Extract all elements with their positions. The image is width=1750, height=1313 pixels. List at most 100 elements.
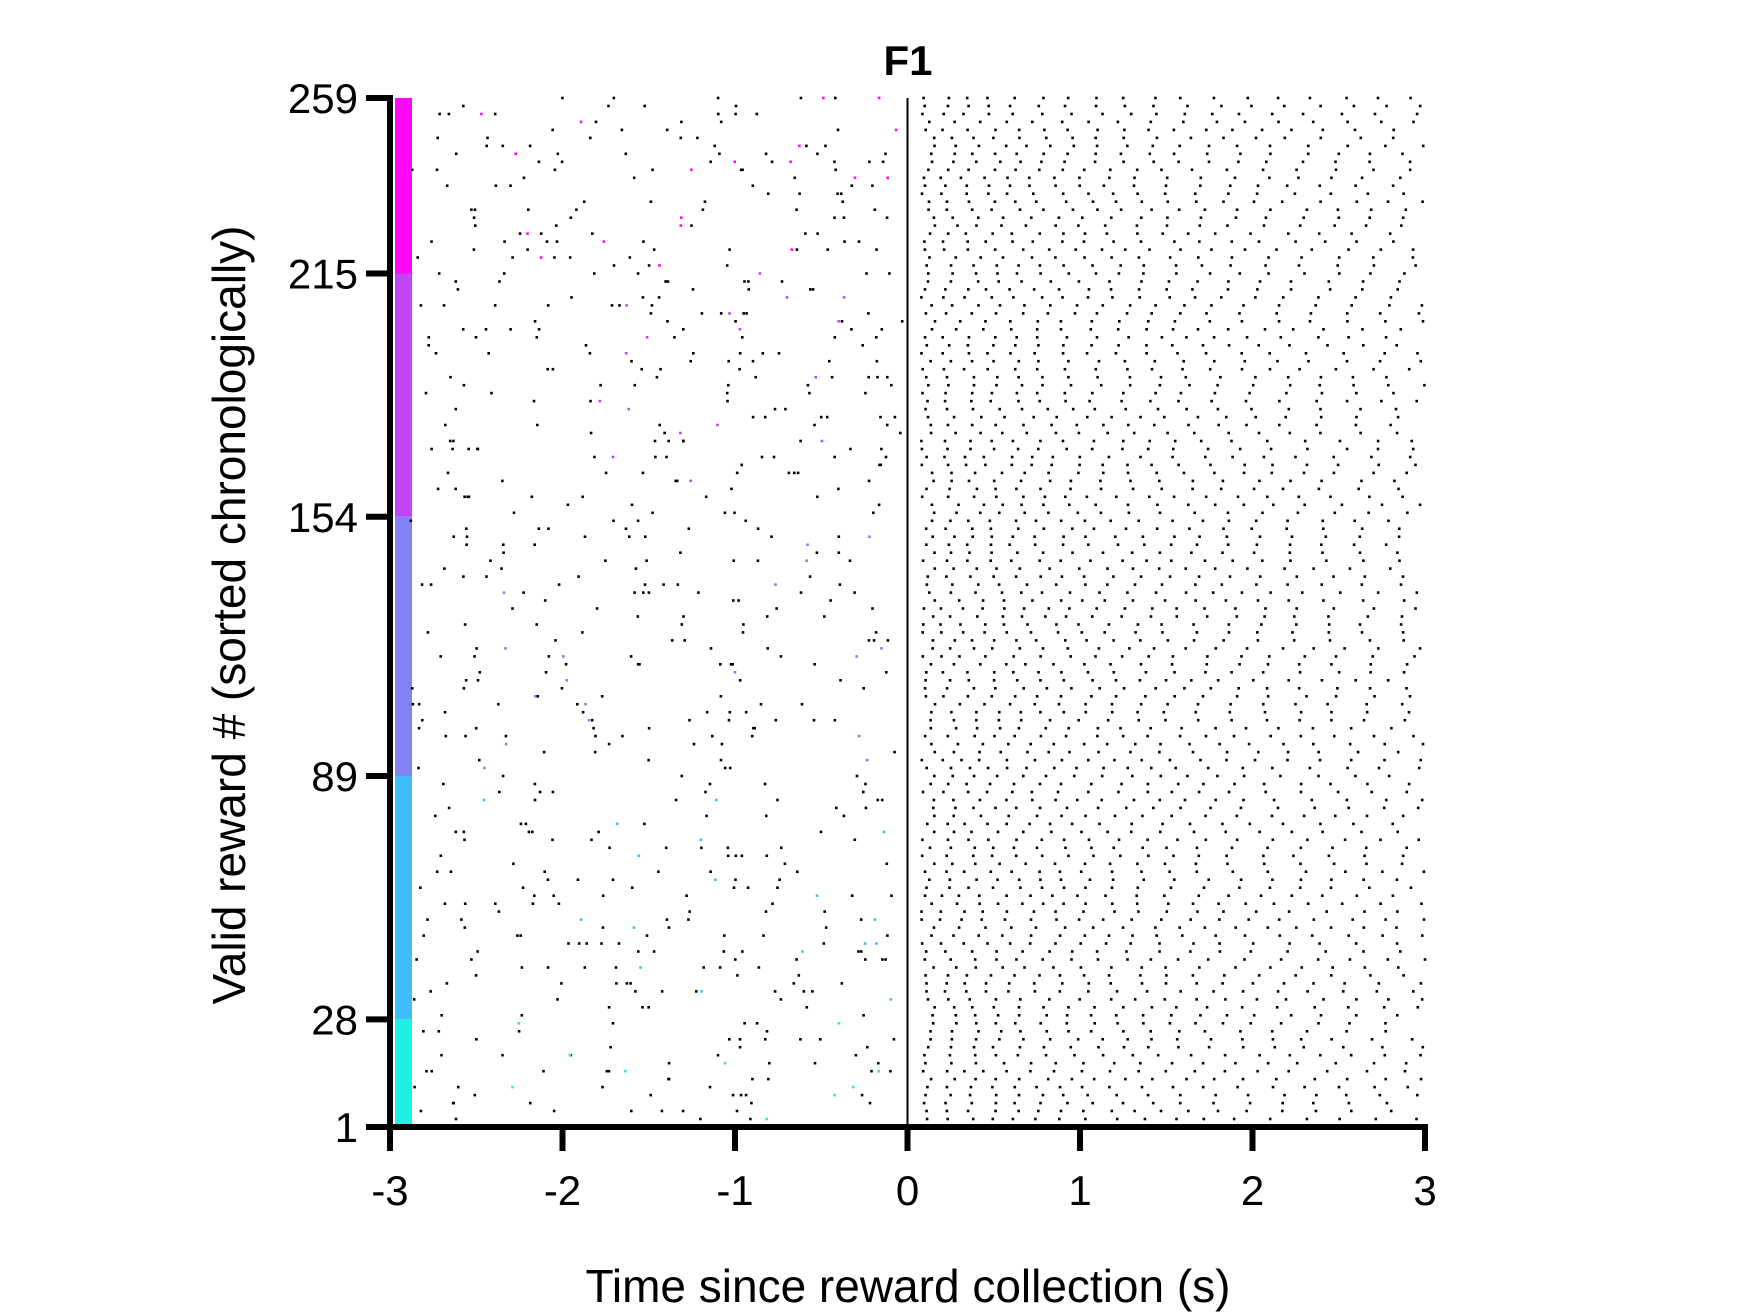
spike-dot	[1039, 655, 1042, 658]
spike-dot	[1068, 750, 1071, 754]
spike-dot	[873, 208, 877, 211]
spike-dot	[992, 1006, 996, 1009]
spike-dot	[999, 750, 1002, 754]
spike-dot	[1305, 1030, 1309, 1033]
spike-dot	[1332, 862, 1336, 866]
spike-dot	[1069, 1045, 1073, 1049]
spike-dot	[1076, 1038, 1080, 1041]
spike-dot	[1418, 104, 1422, 108]
spike-dot	[1126, 463, 1129, 467]
spike-dot	[1288, 942, 1291, 945]
spike-dot	[950, 136, 954, 140]
spike-dot	[1363, 854, 1366, 858]
spike-dot	[1131, 1053, 1135, 1057]
spike-dot	[1142, 272, 1145, 275]
spike-dot	[1171, 1085, 1175, 1089]
spike-dot	[1254, 375, 1257, 379]
spike-dot	[1176, 838, 1179, 842]
spike-dot	[1238, 886, 1241, 889]
spike-dot	[1022, 495, 1025, 499]
spike-dot	[1010, 455, 1014, 459]
spike-dot	[981, 599, 985, 602]
spike-dot	[870, 1069, 873, 1073]
spike-dot	[1376, 591, 1380, 594]
spike-dot	[760, 455, 764, 459]
spike-dot	[1175, 272, 1178, 275]
spike-dot	[1240, 320, 1244, 323]
spike-dot	[1384, 320, 1387, 323]
spike-dot	[1243, 934, 1247, 937]
spike-dot	[1196, 702, 1200, 706]
spike-dot	[1258, 280, 1262, 283]
spike-dot	[737, 599, 740, 602]
spike-dot	[862, 687, 865, 690]
spike-dot	[978, 120, 982, 124]
spike-dot	[465, 527, 468, 530]
spike-dot	[688, 910, 691, 913]
spike-dot	[480, 112, 483, 116]
spike-dot	[780, 280, 784, 283]
spike-dot	[1372, 264, 1376, 267]
spike-dot	[1421, 1045, 1425, 1049]
spike-dot	[1417, 838, 1420, 842]
spike-dot	[979, 256, 982, 259]
spike-dot	[795, 248, 799, 251]
spike-dot	[1083, 663, 1086, 666]
spike-dot	[1105, 232, 1109, 235]
spike-dot	[1281, 1109, 1284, 1113]
spike-dot	[773, 990, 777, 993]
spike-dot	[1242, 503, 1246, 507]
spike-dot	[434, 814, 437, 818]
spike-dot	[1297, 495, 1301, 499]
spike-dot	[1237, 112, 1241, 116]
spike-dot	[657, 870, 660, 873]
spike-dot	[1101, 1038, 1104, 1041]
spike-dot	[771, 902, 774, 905]
spike-dot	[1206, 655, 1209, 658]
spike-dot	[1217, 423, 1220, 427]
spike-dot	[1050, 463, 1053, 467]
spike-dot	[795, 958, 798, 961]
spike-dot	[1010, 870, 1013, 873]
spike-dot	[975, 224, 978, 227]
spike-dot	[1268, 1117, 1272, 1121]
spike-dot	[1107, 934, 1111, 937]
spike-dot	[1095, 950, 1099, 953]
spike-dot	[994, 998, 998, 1001]
spike-dot	[928, 878, 931, 881]
spike-dot	[795, 208, 798, 211]
spike-dot	[514, 152, 517, 156]
spike-dot	[988, 782, 992, 786]
spike-dot	[1419, 982, 1423, 985]
spike-dot	[732, 599, 735, 602]
spike-dot	[485, 575, 488, 578]
spike-dot	[952, 718, 956, 722]
spike-dot	[1077, 471, 1080, 475]
spike-dot	[1121, 926, 1125, 929]
spike-dot	[972, 1045, 976, 1049]
spike-dot	[1030, 216, 1033, 219]
spike-dot	[1063, 160, 1066, 164]
spike-dot	[1096, 375, 1099, 379]
spike-dot	[1131, 934, 1134, 937]
spike-dot	[1078, 184, 1081, 187]
spike-dot	[1016, 551, 1019, 554]
spike-dot	[1082, 168, 1086, 172]
spike-dot	[775, 607, 778, 610]
spike-dot	[976, 280, 980, 283]
spike-dot	[647, 758, 650, 762]
spike-dot	[422, 1030, 425, 1033]
spike-dot	[478, 671, 482, 674]
spike-dot	[1418, 503, 1422, 507]
spike-dot	[442, 782, 445, 786]
spike-dot	[1001, 503, 1004, 507]
spike-dot	[1226, 862, 1229, 866]
spike-dot	[1266, 695, 1270, 698]
spike-dot	[1319, 407, 1322, 411]
spike-dot	[1160, 168, 1163, 172]
spike-dot	[1012, 671, 1015, 674]
spike-dot	[537, 527, 541, 530]
spike-dot	[1165, 288, 1168, 291]
spike-dot	[1140, 870, 1143, 873]
spike-dot	[1415, 591, 1419, 594]
